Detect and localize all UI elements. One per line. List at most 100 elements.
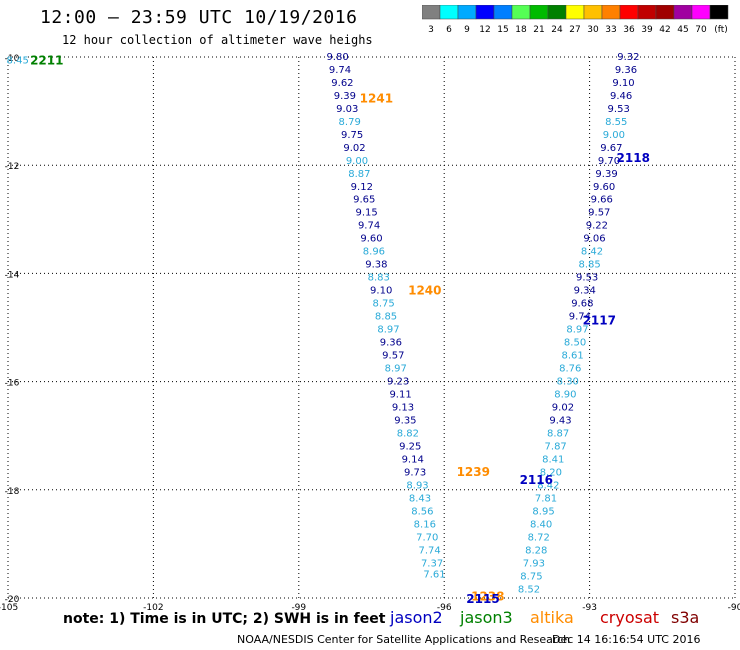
track-label: 1238 <box>471 589 504 603</box>
wave-height-point: 9.53 <box>576 273 598 284</box>
legend-label: 18 <box>515 25 527 35</box>
wave-height-point: 8.52 <box>518 584 540 595</box>
legend-label: 15 <box>497 25 508 35</box>
wave-height-point: 9.23 <box>387 377 409 388</box>
wave-height-point: 9.74 <box>569 312 591 323</box>
y-tick-label: -18 <box>5 487 20 497</box>
wave-height-point: 9.67 <box>600 143 622 154</box>
wave-height-point: 7.93 <box>523 558 545 569</box>
y-tick-label: -12 <box>5 162 20 172</box>
wave-height-point: 9.75 <box>341 130 363 141</box>
wave-height-point: 8.97 <box>377 325 399 336</box>
track-label: 2116 <box>520 473 553 487</box>
wave-height-point: 7.61 <box>423 570 445 581</box>
wave-height-point: 9.70 <box>598 156 620 167</box>
wave-height-point: 9.66 <box>591 195 613 206</box>
wave-height-point: 9.68 <box>571 299 593 310</box>
wave-height-point: 8.56 <box>411 506 433 517</box>
wave-height-point: 8.43 <box>409 493 431 504</box>
wave-height-point: 9.57 <box>588 208 610 219</box>
wave-height-point: 7.74 <box>419 545 441 556</box>
legend-label: 12 <box>479 25 490 35</box>
wave-height-point: 9.06 <box>583 234 605 245</box>
x-tick-label: -90 <box>728 603 740 613</box>
wave-height-point: 8.87 <box>348 169 370 180</box>
wave-height-point: 8.41 <box>542 454 564 465</box>
wave-height-point: 9.12 <box>351 182 373 193</box>
wave-height-point: 8.83 <box>368 273 390 284</box>
wave-height-point: 7.37 <box>421 558 443 569</box>
wave-height-point: 7.87 <box>545 441 567 452</box>
legend-label: 21 <box>533 25 544 35</box>
legend-label: 24 <box>551 25 563 35</box>
sat-label-s3a: s3a <box>671 608 700 627</box>
wave-height-point: 9.14 <box>402 454 424 465</box>
credit-line: NOAA/NESDIS Center for Satellite Applica… <box>237 633 571 646</box>
wave-height-point: 7.81 <box>535 493 557 504</box>
wave-height-point: 8.45 <box>7 56 29 67</box>
y-tick-label: -14 <box>5 270 20 280</box>
wave-height-point: 9.25 <box>399 441 421 452</box>
wave-height-legend: 3 6 9 12 15 18 21 24 27 30 33 36 39 42 45 70 (ft) <box>422 5 729 35</box>
legend-label: 42 <box>659 25 670 35</box>
wave-height-point: 9.57 <box>382 351 404 362</box>
wave-height-point: 9.15 <box>356 208 378 219</box>
wave-height-point: 8.79 <box>339 117 361 128</box>
wave-height-point: 8.87 <box>547 428 569 439</box>
x-tick-label: -102 <box>143 603 163 613</box>
y-tick-label: -10 <box>5 54 20 64</box>
track-label: 1240 <box>408 284 441 298</box>
wave-height-point: 9.34 <box>574 286 596 297</box>
wave-height-point: 9.46 <box>610 91 632 102</box>
track-label: 2118 <box>617 151 650 165</box>
wave-height-point: 9.80 <box>326 52 348 63</box>
wave-height-point: 8.20 <box>540 467 562 478</box>
wave-height-point: 8.76 <box>559 364 581 375</box>
wave-height-point: 9.60 <box>360 234 382 245</box>
wave-height-point: 9.74 <box>358 221 380 232</box>
wave-height-point: 8.30 <box>557 377 579 388</box>
page-subtitle: 12 hour collection of altimeter wave hei… <box>62 33 373 47</box>
wave-height-point: 9.36 <box>380 338 402 349</box>
track-label: 2211 <box>30 54 63 68</box>
y-tick-label: -20 <box>5 595 20 605</box>
x-tick-label: -99 <box>291 603 306 613</box>
wave-height-point: 9.00 <box>346 156 368 167</box>
sat-label-cryosat: cryosat <box>600 608 660 627</box>
sat-label-jason2: jason2 <box>390 608 443 627</box>
legend-label: 27 <box>569 25 580 35</box>
sat-label-jason3: jason3 <box>460 608 513 627</box>
legend-label: 39 <box>641 25 653 35</box>
legend-label: 30 <box>587 25 599 35</box>
wave-height-point: 8.28 <box>525 545 547 556</box>
track-label: 2117 <box>583 313 616 327</box>
wave-height-point: 9.73 <box>404 467 426 478</box>
track-label: 1241 <box>360 92 393 106</box>
wave-height-point: 8.85 <box>375 312 397 323</box>
generated-timestamp: Dec 14 16:16:54 UTC 2016 <box>552 633 701 646</box>
x-tick-label: -105 <box>0 603 18 613</box>
wave-height-point: 9.62 <box>331 78 353 89</box>
wave-height-point: 8.96 <box>363 247 385 258</box>
wave-height-point: 8.90 <box>554 390 576 401</box>
wave-height-point: 9.00 <box>603 130 625 141</box>
wave-height-point: 9.36 <box>615 65 637 76</box>
wave-height-point: 9.35 <box>394 415 416 426</box>
wave-height-point: 8.75 <box>372 299 394 310</box>
track-label: 1239 <box>457 465 490 479</box>
legend-label: 3 <box>428 25 434 35</box>
wave-height-point: 9.03 <box>336 104 358 115</box>
wave-height-point: 9.10 <box>370 286 392 297</box>
units-note: note: 1) Time is in UTC; 2) SWH is in fe… <box>63 611 386 627</box>
legend-label: 36 <box>623 25 635 35</box>
wave-height-point: 8.42 <box>537 480 559 491</box>
wave-height-point: 9.38 <box>365 260 387 271</box>
wave-height-point: 8.16 <box>414 519 436 530</box>
wave-height-point: 8.82 <box>397 428 419 439</box>
legend-label: 70 <box>695 25 707 35</box>
wave-height-point: 8.42 <box>581 247 603 258</box>
wave-height-point: 8.40 <box>530 519 552 530</box>
sat-label-altika: altika <box>530 608 574 627</box>
